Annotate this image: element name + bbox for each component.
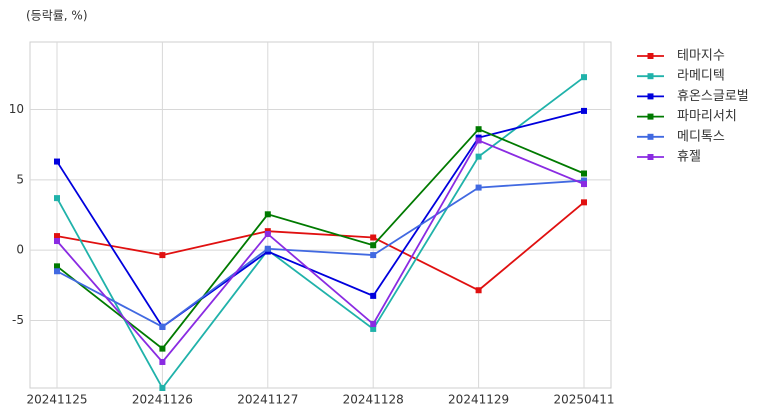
- point-marker: [581, 74, 587, 81]
- point-marker: [54, 158, 60, 165]
- x-tick-label: 20241127: [237, 393, 298, 407]
- legend-marker: [647, 73, 654, 80]
- series-line: [56, 179, 585, 328]
- x-tick-label: 20241128: [343, 393, 404, 407]
- point-marker: [159, 358, 166, 365]
- legend-label: 라메디텍: [677, 69, 725, 84]
- point-marker: [54, 263, 60, 270]
- y-tick-label: 5: [16, 172, 24, 186]
- point-marker: [370, 234, 377, 241]
- legend-label: 휴젤: [677, 150, 701, 165]
- point-marker: [370, 252, 377, 259]
- legend-label: 휴온스글로벌: [677, 89, 749, 104]
- legend-label: 테마지수: [677, 49, 725, 64]
- series-line: [56, 76, 585, 390]
- series-line: [56, 128, 585, 350]
- y-axis-label: (등락률, %): [26, 9, 88, 23]
- point-marker: [370, 325, 377, 332]
- point-marker: [264, 211, 271, 218]
- point-marker: [54, 268, 60, 275]
- point-marker: [475, 126, 482, 133]
- point-marker: [370, 242, 377, 249]
- x-tick-label: 20241126: [132, 393, 193, 407]
- legend-marker: [647, 113, 654, 120]
- x-tick-label: 20241125: [26, 393, 87, 407]
- x-tick-label: 20250411: [553, 393, 614, 407]
- point-marker: [581, 177, 587, 184]
- x-tick-label: 20241129: [448, 393, 509, 407]
- point-marker: [475, 137, 482, 144]
- point-marker: [159, 385, 166, 391]
- legend-marker: [647, 53, 654, 59]
- legend-label: 메디톡스: [677, 129, 725, 144]
- point-marker: [370, 292, 377, 299]
- point-marker: [475, 184, 482, 191]
- point-marker: [581, 181, 587, 188]
- point-marker: [159, 345, 166, 352]
- series-line: [56, 139, 585, 364]
- legend-marker: [647, 133, 654, 140]
- series-line: [56, 201, 585, 292]
- point-marker: [54, 233, 60, 240]
- point-marker: [54, 195, 60, 202]
- series-line: [56, 110, 585, 329]
- point-marker: [370, 321, 377, 328]
- point-marker: [581, 170, 587, 177]
- y-tick-label: 10: [9, 102, 24, 116]
- legend-marker: [647, 154, 654, 160]
- point-marker: [159, 323, 166, 330]
- point-marker: [581, 199, 587, 206]
- point-marker: [264, 230, 271, 237]
- point-marker: [264, 245, 271, 252]
- point-marker: [475, 287, 482, 294]
- point-marker: [159, 252, 166, 259]
- y-tick-label: -5: [12, 313, 24, 327]
- legend-label: 파마리서치: [677, 109, 737, 124]
- plot-frame: [29, 41, 612, 389]
- y-tick-label: 0: [16, 243, 24, 257]
- point-marker: [475, 153, 482, 160]
- legend-marker: [647, 93, 654, 100]
- point-marker: [581, 107, 587, 114]
- point-marker: [54, 238, 60, 245]
